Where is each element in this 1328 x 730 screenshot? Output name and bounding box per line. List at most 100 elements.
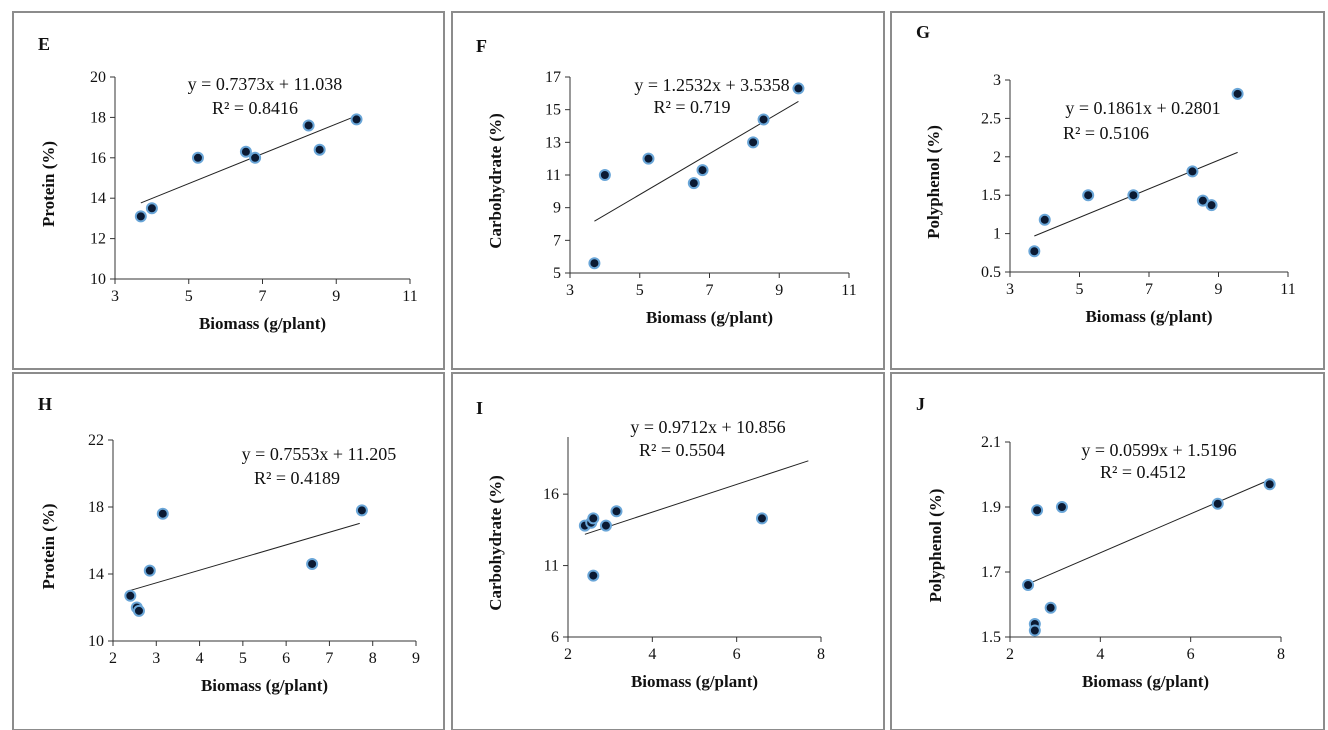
x-tick-label: 3 [566,282,574,299]
regression-equation: y = 0.7553x + 11.205 [242,444,397,464]
y-tick-label: 10 [90,271,106,288]
data-point [143,564,156,577]
y-tick-label: 1.9 [981,499,1001,516]
panel-e: 10 12 14 16 18 20 3 5 7 9 11 Biomass (g/plant) Prote… [12,11,445,370]
x-axis-label: Biomass (g/plant) [646,308,773,327]
y-tick-label: 15 [545,102,561,119]
regression-equation: y = 0.7373x + 11.038 [188,74,343,94]
y-tick-label: 16 [90,150,106,167]
panel-letter: F [476,36,487,56]
data-point [747,136,760,149]
x-tick-label: 3 [111,288,119,305]
data-point [587,512,600,525]
x-tick-label: 9 [775,282,783,299]
trendline [1027,480,1268,585]
data-point [587,569,600,582]
x-tick-label: 2 [1006,646,1014,663]
data-point [156,507,169,520]
x-tick-label: 6 [282,650,290,667]
regression-equation: y = 1.2532x + 3.5358 [634,75,789,95]
data-point [124,589,137,602]
data-point [1038,213,1051,226]
trendline [140,115,357,204]
data-point [1022,579,1035,591]
panel-letter: I [476,398,483,418]
y-tick-label: 12 [90,231,106,248]
regression-equation: y = 0.0599x + 1.5196 [1081,440,1236,460]
data-point [792,82,805,95]
x-tick-label: 7 [259,288,267,305]
data-point [599,519,612,532]
x-tick-label: 11 [1280,281,1295,298]
x-tick-label: 3 [1006,281,1014,298]
regression-equation: y = 0.1861x + 0.2801 [1065,98,1220,118]
x-tick-label: 5 [185,288,193,305]
x-axis-label: Biomass (g/plant) [201,676,328,695]
data-point [306,557,319,570]
panel-frame [451,11,885,370]
x-axis-label: Biomass (g/plant) [1085,307,1212,326]
panel-frame [890,11,1325,370]
data-point [1028,624,1041,637]
y-tick-label: 16 [543,486,559,503]
x-tick-label: 8 [1277,646,1285,663]
y-axis-label: Carbohydrate (%) [486,113,505,249]
data-point [755,512,768,525]
y-tick-label: 11 [544,558,559,575]
data-point [132,604,145,617]
x-tick-label: 7 [1145,281,1153,298]
data-point [1028,245,1041,258]
data-point [757,113,770,126]
y-axis-label: Protein (%) [39,503,58,589]
panel-g: 0.5 1 1.5 2 2.5 3 3 5 7 9 11 Biomass (g/plant) Polyp… [890,11,1325,370]
x-tick-label: 9 [412,650,420,667]
x-tick-label: 11 [402,288,417,305]
data-point [1055,501,1068,513]
data-point [687,177,700,190]
data-point [588,257,601,270]
x-tick-label: 2 [564,646,572,663]
y-tick-label: 18 [88,499,104,516]
y-tick-label: 1.7 [981,564,1001,581]
data-point [610,505,623,518]
trendline [584,460,809,535]
x-tick-label: 11 [841,282,856,299]
panel-frame [12,11,445,370]
x-tick-label: 5 [636,282,644,299]
x-tick-label: 2 [109,650,117,667]
y-tick-label: 20 [90,69,106,86]
trendline [130,522,360,591]
y-tick-label: 2 [993,149,1001,166]
panel-letter: G [916,22,930,42]
data-point [696,164,709,177]
y-tick-label: 1 [993,226,1001,243]
x-axis-label: Biomass (g/plant) [199,314,326,333]
y-axis-label: Polyphenol (%) [924,125,943,239]
y-tick-label: 3 [993,72,1001,89]
data-point [1031,504,1044,517]
r-squared-label: R² = 0.5106 [1063,123,1149,143]
data-point [1231,87,1244,100]
data-point [642,152,655,165]
y-tick-label: 17 [545,69,561,86]
x-tick-label: 7 [325,650,333,667]
x-tick-label: 7 [706,282,714,299]
x-tick-label: 8 [817,646,825,663]
x-tick-label: 5 [239,650,247,667]
y-tick-label: 14 [90,190,106,207]
panel-letter: H [38,394,52,414]
y-tick-label: 5 [553,265,561,282]
y-axis-label: Protein (%) [39,141,58,227]
x-tick-label: 6 [1187,646,1195,663]
y-tick-label: 11 [546,167,561,184]
x-tick-label: 4 [196,650,204,667]
data-point [1263,478,1276,491]
data-point [598,169,611,181]
data-point [1186,165,1199,178]
x-tick-label: 3 [152,650,160,667]
panel-letter: E [38,34,50,54]
data-point [249,151,262,164]
panel-j: 1.5 1.7 1.9 2.1 2 4 6 8 Biomass (g/plant) Polyphe… [890,372,1325,730]
